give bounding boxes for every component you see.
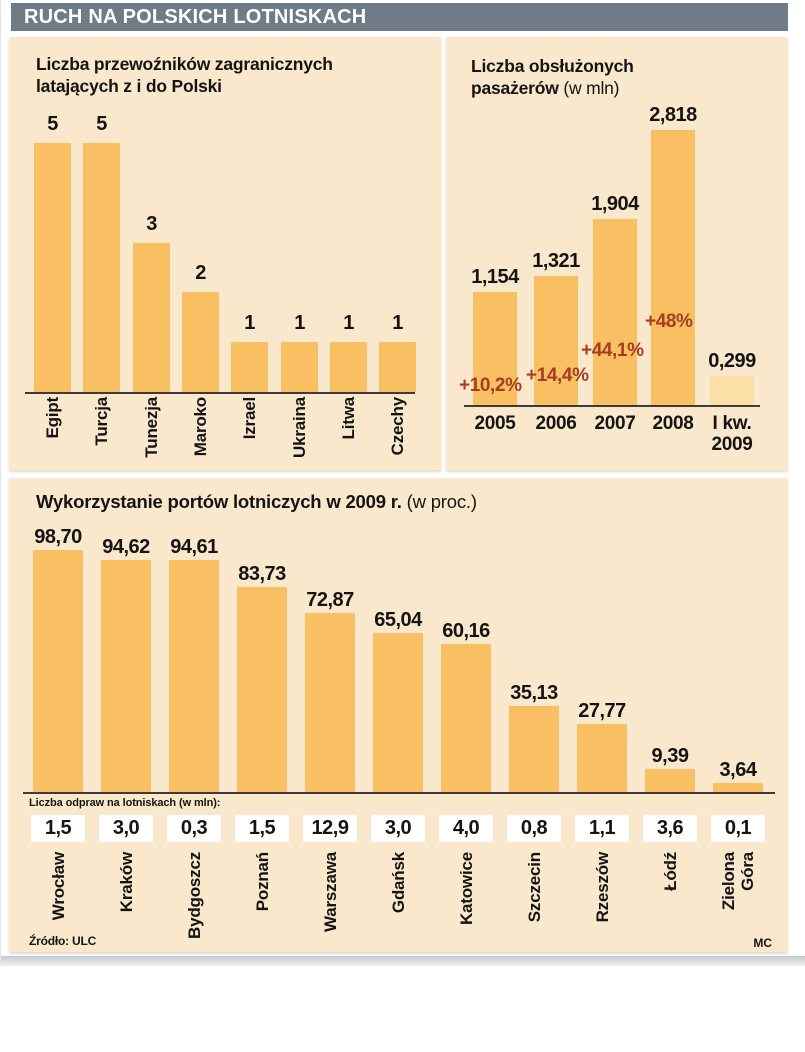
checkin-value-box: 12,9 [303,815,357,842]
infographic-title-bar: RUCH NA POLSKICH LOTNISKACH [11,3,788,31]
utilization-chart-title: Wykorzystanie portów lotniczych w 2009 r… [36,491,477,512]
category-label: Gdańsk [388,852,408,914]
bar-poznań [237,587,287,792]
value-label: 35,13 [510,682,558,704]
category-label: 2005 [474,413,516,434]
bar-bydgoszcz [169,560,219,792]
infographic-title: RUCH NA POLSKICH LOTNISKACH [24,5,367,28]
bar-kraków [101,560,151,792]
bar-izrael [231,342,268,392]
bar-zielona-góra [713,783,763,792]
x-axis-line [23,792,775,794]
value-label: 9,39 [651,745,689,767]
utilization-chart-panel: Wykorzystanie portów lotniczych w 2009 r… [9,478,788,952]
category-label: Wrocław [48,852,68,921]
passengers-chart-title-unit: (w mln) [563,78,620,98]
bar-2005 [473,292,517,405]
value-label: 1,154 [471,266,519,288]
value-label: 72,87 [306,589,354,611]
category-label: Szczecin [524,852,544,923]
value-label: 1 [244,312,255,334]
checkin-value-box: 1,5 [235,815,289,842]
category-label: I kw. 2009 [711,413,753,455]
checkin-value-box: 3,0 [99,815,153,842]
value-label: 5 [47,113,58,135]
value-label: 5 [96,113,107,135]
checkin-row-label: Liczba odpraw na lotniskach (w mln): [29,797,221,809]
checkin-value-box: 1,1 [575,815,629,842]
category-label: 2006 [535,413,577,434]
value-label: 1 [294,312,305,334]
value-label: 2,818 [649,104,697,126]
passengers-chart-title: Liczba obsłużonych pasażerów (w mln) [471,56,634,98]
value-label: 65,04 [374,609,422,631]
infographic: RUCH NA POLSKICH LOTNISKACH Liczba przew… [0,0,805,966]
category-label: Rzeszów [592,852,612,923]
category-label: Katowice [456,852,476,926]
growth-label: +48% [645,311,693,332]
foreign-carriers-chart-title: Liczba przewoźników zagranicznych latają… [36,54,333,96]
value-label: 1 [392,312,403,334]
value-label: 3 [146,213,157,235]
bar-szczecin [509,706,559,792]
bar-turcja [83,143,120,392]
value-label: 83,73 [238,563,286,585]
checkin-value-box: 0,3 [167,815,221,842]
growth-label: +44,1% [581,340,644,361]
category-label: Poznań [252,852,272,912]
source-note: Źródło: ULC [29,934,97,948]
value-label: 94,61 [170,536,218,558]
value-label: 98,70 [34,526,82,548]
value-label: 3,64 [719,759,757,781]
growth-label: +10,2% [459,375,522,396]
utilization-chart-title-unit: (w proc.) [406,491,477,512]
bar-tunezja [133,243,170,392]
category-label: Łódź [660,852,680,891]
category-label: Kraków [116,852,136,913]
bar-ukraina [281,342,318,392]
bar-i-kw.-2009 [710,376,754,405]
value-label: 0,299 [708,350,756,372]
value-label: 1 [343,312,354,334]
checkin-value-box: 4,0 [439,815,493,842]
checkin-value-box: 0,1 [711,815,765,842]
bottom-shadow [1,956,805,966]
bar-gdańsk [373,633,423,792]
checkin-value-box: 3,0 [371,815,425,842]
passengers-chart-panel: Liczba obsłużonych pasażerów (w mln) 1,1… [446,37,788,470]
bar-katowice [441,644,491,792]
value-label: 27,77 [578,700,626,722]
value-label: 2 [195,262,206,284]
category-label: 2008 [652,413,694,434]
bar-wrocław [33,550,83,792]
checkin-value-box: 3,6 [643,815,697,842]
value-label: 1,321 [532,250,580,272]
bar-2007 [593,219,637,405]
category-label: Warszawa [320,852,340,932]
checkin-value-box: 0,8 [507,815,561,842]
growth-label: +14,4% [526,365,589,386]
foreign-carriers-chart-panel: Liczba przewoźników zagranicznych latają… [9,37,441,470]
x-axis-line [464,405,760,407]
bar-maroko [182,292,219,392]
bar-rzeszów [577,724,627,792]
value-label: 1,904 [591,193,639,215]
bar-czechy [379,342,416,392]
value-label: 94,62 [102,536,150,558]
category-label: Zielona Góra [719,852,757,911]
bar-2008 [651,130,695,405]
bar-2006 [534,276,578,405]
checkin-value-box: 1,5 [31,815,85,842]
bar-łódź [645,769,695,792]
category-label: Bydgoszcz [184,852,204,939]
x-axis-line [25,392,415,394]
bar-egipt [34,143,71,392]
bar-warszawa [305,613,355,792]
category-label: 2007 [594,413,636,434]
value-label: 60,16 [442,620,490,642]
bar-litwa [330,342,367,392]
credit-note: MC [753,936,772,950]
